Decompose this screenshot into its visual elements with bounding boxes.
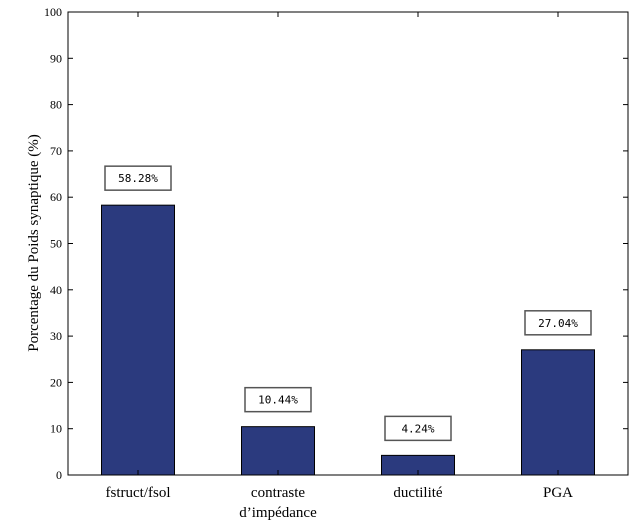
y-tick-label: 20	[50, 375, 62, 389]
y-tick-label: 40	[50, 283, 62, 297]
y-tick-label: 0	[56, 468, 62, 482]
data-label: 27.04%	[538, 317, 578, 330]
bar	[521, 349, 595, 476]
data-label-box	[244, 386, 312, 413]
data-label-box	[104, 165, 172, 191]
data-label: 4.24%	[401, 422, 434, 435]
x-tick-label: fstruct/fsol	[106, 485, 171, 501]
bars	[101, 204, 595, 476]
y-tick-label: 10	[50, 422, 62, 436]
y-tick-label: 100	[44, 5, 62, 19]
y-tick-label: 30	[50, 329, 62, 343]
x-tick-label: PGA	[543, 485, 573, 501]
data-label-box	[384, 415, 452, 442]
x-tick-label: ductilité	[393, 485, 442, 501]
y-tick-label: 50	[50, 237, 62, 251]
bar	[101, 204, 175, 476]
data-label-box	[524, 310, 592, 336]
y-axis-title: Porcentage du Poids synaptique (%)	[26, 134, 42, 351]
data-label: 10.44%	[258, 394, 298, 407]
x-tick-label: contraste	[251, 485, 305, 501]
data-labels: 58.28% 10.44% 4.24% 27.04%	[104, 165, 592, 442]
bar	[241, 426, 315, 476]
y-tick-label: 70	[50, 144, 62, 158]
y-tick-label: 90	[50, 51, 62, 65]
x-axis: fstruct/fsol contraste d’impédance ductilit…	[106, 12, 573, 521]
x-tick-label: d’impédance	[239, 505, 317, 521]
y-tick-label: 60	[50, 190, 62, 204]
y-tick-label: 80	[50, 98, 62, 112]
data-label: 58.28%	[118, 172, 158, 185]
y-axis: 0 10 20 30 40 50 60 70 80 90 100	[44, 5, 628, 482]
